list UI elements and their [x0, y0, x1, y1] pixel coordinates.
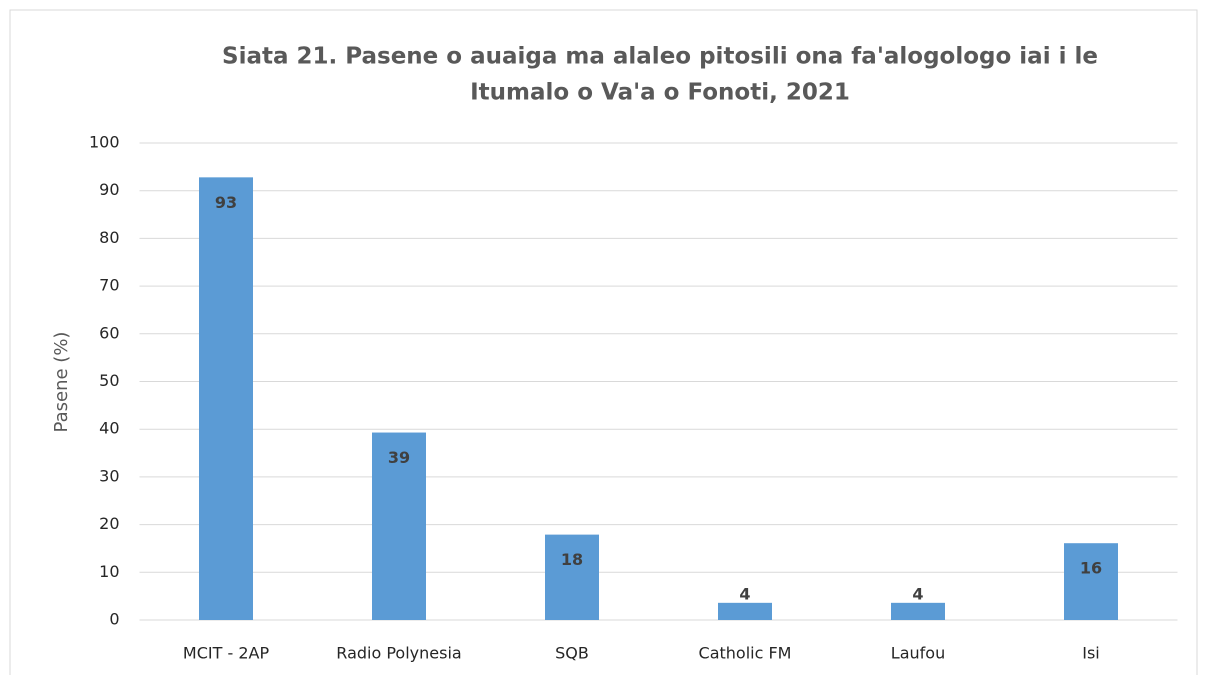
- data-label: 93: [215, 193, 237, 212]
- y-axis-label: Pasene (%): [51, 332, 72, 433]
- bar: [1064, 543, 1118, 620]
- chart-title: Siata 21. Pasene o auaiga ma alaleo pito…: [222, 44, 1098, 70]
- x-tick-label: Isi: [1082, 644, 1100, 663]
- chart-frame: [9, 9, 1198, 675]
- y-tick-label: 90: [99, 180, 119, 199]
- y-tick-label: 70: [99, 276, 119, 295]
- data-label: 39: [388, 448, 410, 467]
- y-tick-label: 60: [99, 323, 119, 342]
- y-tick-label: 50: [99, 371, 119, 390]
- y-tick-label: 0: [109, 610, 119, 629]
- bar: [891, 602, 945, 620]
- y-tick-label: 100: [89, 133, 120, 152]
- y-tick-label: 20: [99, 514, 119, 533]
- bar: [718, 602, 772, 620]
- data-label: 4: [912, 584, 923, 603]
- y-tick-label: 30: [99, 466, 119, 485]
- x-tick-label: Catholic FM: [699, 644, 792, 663]
- x-tick-label: MCIT - 2AP: [183, 644, 270, 663]
- bar: [199, 177, 253, 620]
- data-label: 16: [1080, 559, 1102, 578]
- chart-title: Itumalo o Va'a o Fonoti, 2021: [470, 80, 850, 106]
- x-tick-label: Laufou: [891, 644, 945, 663]
- y-tick-label: 80: [99, 228, 119, 247]
- data-label: 4: [739, 584, 750, 603]
- bar: [545, 534, 599, 620]
- x-tick-label: Radio Polynesia: [336, 644, 461, 663]
- data-label: 18: [561, 550, 583, 569]
- y-tick-label: 40: [99, 419, 119, 438]
- y-tick-label: 10: [99, 562, 119, 581]
- bar: [372, 432, 426, 620]
- x-tick-label: SQB: [555, 644, 589, 663]
